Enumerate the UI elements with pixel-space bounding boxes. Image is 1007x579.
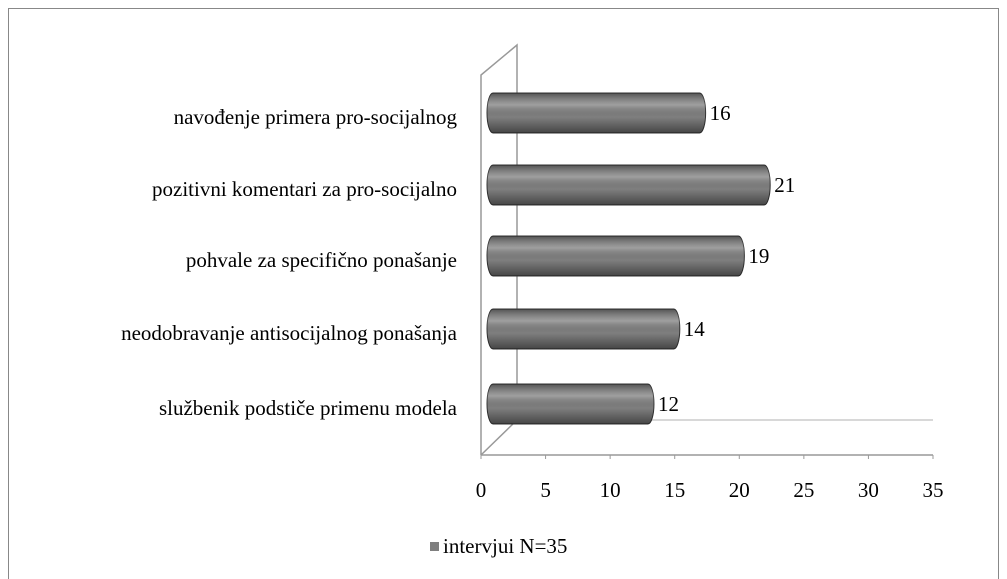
y-tick-label: navođenje primera pro-socijalnog xyxy=(174,105,458,129)
x-tick-label: 30 xyxy=(858,478,879,502)
bar-shade xyxy=(487,93,706,133)
chart-border xyxy=(8,8,999,579)
value-label: 21 xyxy=(774,173,795,197)
y-tick-label: neodobravanje antisocijalnog ponašanja xyxy=(121,321,458,345)
bar-shade xyxy=(487,165,771,205)
value-label: 12 xyxy=(658,392,679,416)
x-tick-label: 35 xyxy=(923,478,944,502)
y-tick-label: službenik podstiče primenu modela xyxy=(159,396,458,420)
x-tick-label: 25 xyxy=(793,478,814,502)
bar-shade xyxy=(487,236,745,276)
y-tick-label: pozitivni komentari za pro-socijalno xyxy=(152,177,457,201)
x-tick-label: 10 xyxy=(600,478,621,502)
legend-swatch xyxy=(430,542,439,551)
value-label: 16 xyxy=(710,101,731,125)
y-tick-label: pohvale za specifično ponašanje xyxy=(186,248,457,272)
value-label: 14 xyxy=(684,317,706,341)
bar-shade xyxy=(487,384,654,424)
x-tick-label: 15 xyxy=(664,478,685,502)
legend-label: intervjui N=35 xyxy=(443,534,567,558)
bar-shade xyxy=(487,309,680,349)
x-tick-label: 5 xyxy=(540,478,551,502)
x-tick-label: 20 xyxy=(729,478,750,502)
value-label: 19 xyxy=(748,244,769,268)
x-tick-label: 0 xyxy=(476,478,487,502)
